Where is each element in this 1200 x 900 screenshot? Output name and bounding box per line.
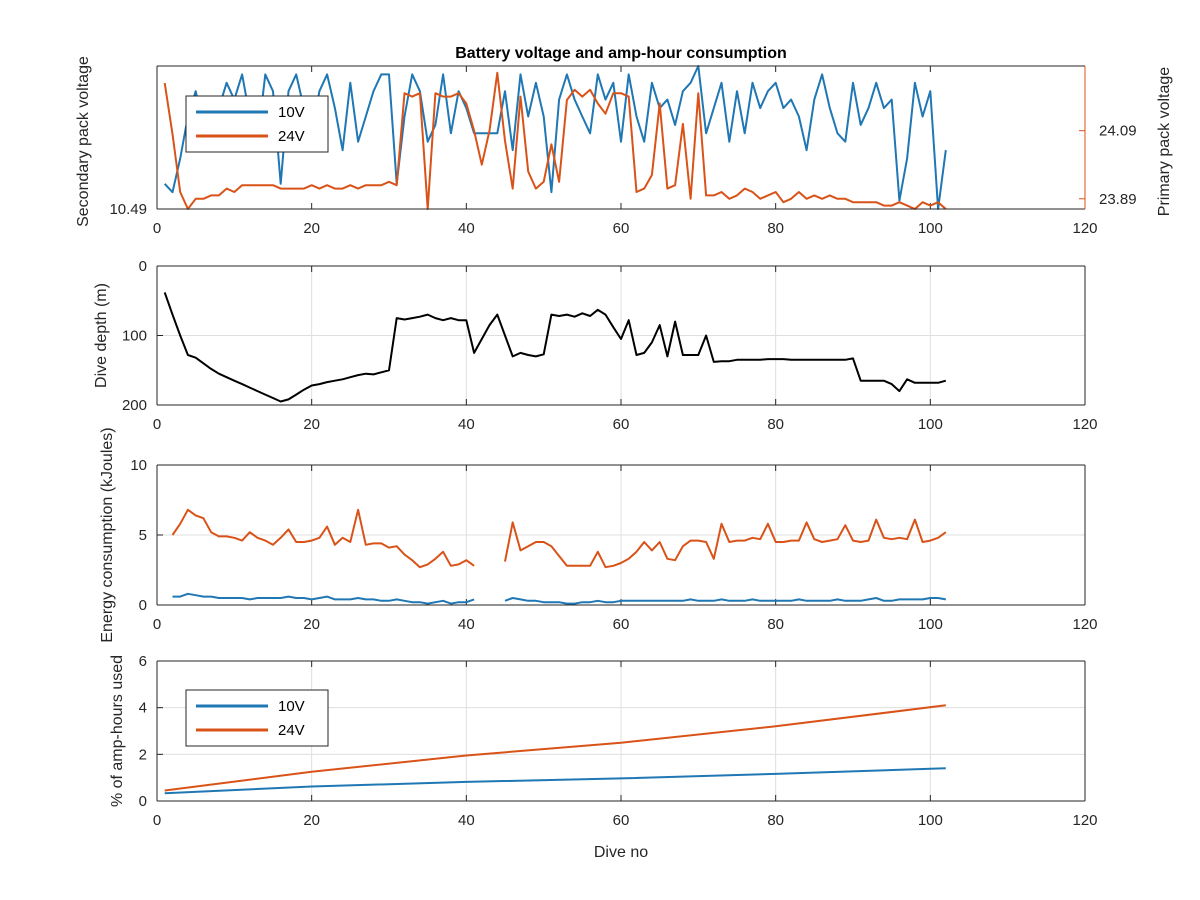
- x-axis-label: Dive no: [594, 844, 648, 861]
- x-tick-label: 60: [613, 220, 630, 237]
- x-tick-label: 20: [303, 220, 320, 237]
- y-tick-label: 200: [122, 397, 147, 414]
- x-tick-label: 0: [153, 416, 161, 433]
- x-tick-label: 0: [153, 616, 161, 633]
- y-tick-label: 5: [139, 527, 147, 544]
- legend-label: 24V: [278, 722, 305, 739]
- x-tick-label: 100: [918, 812, 943, 829]
- y-tick-label: 4: [139, 700, 147, 717]
- x-tick-label: 80: [767, 220, 784, 237]
- series-line-2-0: [171, 508, 947, 569]
- series-line-10v: [163, 65, 947, 210]
- y-tick-label: 2: [139, 746, 147, 763]
- y-tick-label: 10.49: [109, 201, 147, 218]
- x-tick-label: 20: [303, 812, 320, 829]
- chart-title: Battery voltage and amp-hour consumption: [455, 45, 787, 62]
- x-tick-label: 80: [767, 416, 784, 433]
- x-tick-label: 100: [918, 616, 943, 633]
- y-right-tick-label: 24.09: [1099, 123, 1137, 140]
- x-tick-label: 60: [613, 416, 630, 433]
- y-axis-label-left: Secondary pack voltage: [75, 56, 92, 227]
- legend-box: [185, 689, 329, 747]
- plots: 0 20 40 60 80 100 12010.4923.8924.09Secondary …: [75, 56, 1173, 829]
- x-tick-label: 120: [1072, 616, 1097, 633]
- y-axis-label: % of amp-hours used: [109, 655, 126, 807]
- y-tick-label: 0: [139, 258, 147, 275]
- y-right-tick-label: 23.89: [1099, 191, 1137, 208]
- x-tick-label: 20: [303, 616, 320, 633]
- x-tick-label: 40: [458, 616, 475, 633]
- x-tick-label: 60: [613, 616, 630, 633]
- legend-box: [185, 95, 329, 153]
- x-tick-label: 120: [1072, 220, 1097, 237]
- legend-label: 10V: [278, 104, 305, 121]
- x-tick-label: 40: [458, 812, 475, 829]
- series-line-24v: [163, 71, 947, 210]
- legend-label: 24V: [278, 128, 305, 145]
- y-tick-label: 6: [139, 653, 147, 670]
- x-tick-label: 100: [918, 416, 943, 433]
- legend-label: 10V: [278, 698, 305, 715]
- x-tick-label: 0: [153, 220, 161, 237]
- series-line-2-1: [172, 592, 946, 605]
- x-tick-label: 0: [153, 812, 161, 829]
- x-tick-label: 80: [767, 812, 784, 829]
- x-tick-label: 80: [767, 616, 784, 633]
- y-axis-label: Dive depth (m): [93, 283, 110, 388]
- x-tick-label: 40: [458, 220, 475, 237]
- y-tick-label: 100: [122, 328, 147, 345]
- series-line-3-1: [164, 704, 946, 792]
- x-tick-label: 20: [303, 416, 320, 433]
- x-tick-label: 120: [1072, 812, 1097, 829]
- x-tick-label: 120: [1072, 416, 1097, 433]
- y-tick-label: 0: [139, 597, 147, 614]
- y-tick-label: 10: [130, 457, 147, 474]
- series-line-3-0: [164, 767, 946, 795]
- y-axis-label-right: Primary pack voltage: [1156, 67, 1173, 216]
- y-tick-label: 0: [139, 793, 147, 810]
- y-axis-label: Energy consumption (kJoules): [99, 427, 116, 642]
- x-tick-label: 100: [918, 220, 943, 237]
- x-tick-label: 60: [613, 812, 630, 829]
- series-line-1-0: [163, 292, 947, 403]
- x-tick-label: 40: [458, 416, 475, 433]
